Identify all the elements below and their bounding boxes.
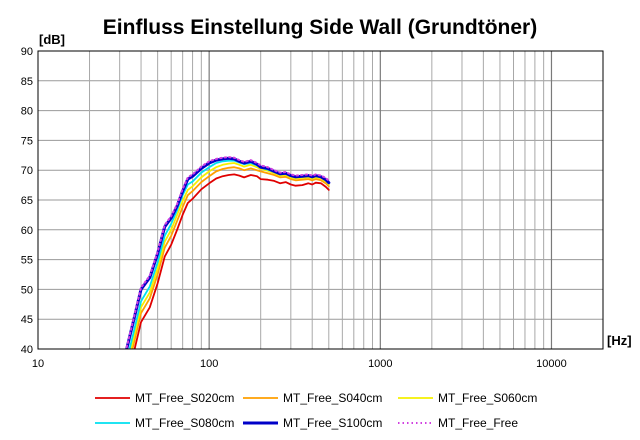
- x-tick-label: 1000: [368, 358, 392, 370]
- legend-item: MT_Free_Free: [398, 416, 518, 430]
- legend-item: MT_Free_S060cm: [398, 391, 537, 405]
- y-tick-label: 65: [21, 195, 33, 207]
- plot-area: [125, 156, 331, 349]
- legend-label: MT_Free_S060cm: [438, 391, 537, 405]
- y-tick-labels: 40 45 50 55 60 65 70 75 80 85 90: [21, 46, 33, 356]
- y-tick-label: 75: [21, 135, 33, 147]
- x-tick-labels: 10 100 1000 10000: [32, 358, 567, 370]
- x-tick-label: 100: [200, 358, 218, 370]
- series-line-mt-free-s060cm: [130, 162, 330, 349]
- x-tick-label: 10000: [536, 358, 567, 370]
- series-line-mt-free-s020cm: [133, 173, 330, 349]
- y-axis-label: [dB]: [39, 32, 65, 47]
- series-line-mt-free-s100cm: [125, 156, 331, 349]
- legend-item: MT_Free_S080cm: [95, 416, 234, 430]
- legend-label: MT_Free_S080cm: [135, 416, 234, 430]
- y-tick-label: 85: [21, 76, 33, 88]
- legend-label: MT_Free_S020cm: [135, 391, 234, 405]
- y-tick-label: 50: [21, 284, 33, 296]
- series-line-mt-free-s080cm: [128, 159, 330, 349]
- y-tick-label: 80: [21, 106, 33, 118]
- legend-item: MT_Free_S040cm: [243, 391, 382, 405]
- legend-label: MT_Free_S100cm: [283, 416, 382, 430]
- legend-item: MT_Free_S100cm: [243, 416, 382, 430]
- chart-title: Einfluss Einstellung Side Wall (Grundtön…: [103, 16, 537, 39]
- x-axis-label: [Hz]: [607, 333, 632, 348]
- legend: MT_Free_S020cm MT_Free_S040cm MT_Free_S060…: [95, 391, 537, 430]
- y-tick-label: 60: [21, 225, 33, 237]
- series-line-mt-free-free: [125, 156, 330, 349]
- y-tick-label: 40: [21, 344, 33, 356]
- grid: [38, 51, 603, 349]
- legend-item: MT_Free_S020cm: [95, 391, 234, 405]
- plot-frame: [37, 50, 604, 350]
- legend-label: MT_Free_S040cm: [283, 391, 382, 405]
- y-tick-label: 45: [21, 314, 33, 326]
- legend-label: MT_Free_Free: [438, 416, 518, 430]
- y-tick-label: 70: [21, 165, 33, 177]
- y-tick-label: 90: [21, 46, 33, 58]
- series-line-mt-free-s040cm: [131, 166, 330, 349]
- x-tick-label: 10: [32, 358, 44, 370]
- y-tick-label: 55: [21, 255, 33, 267]
